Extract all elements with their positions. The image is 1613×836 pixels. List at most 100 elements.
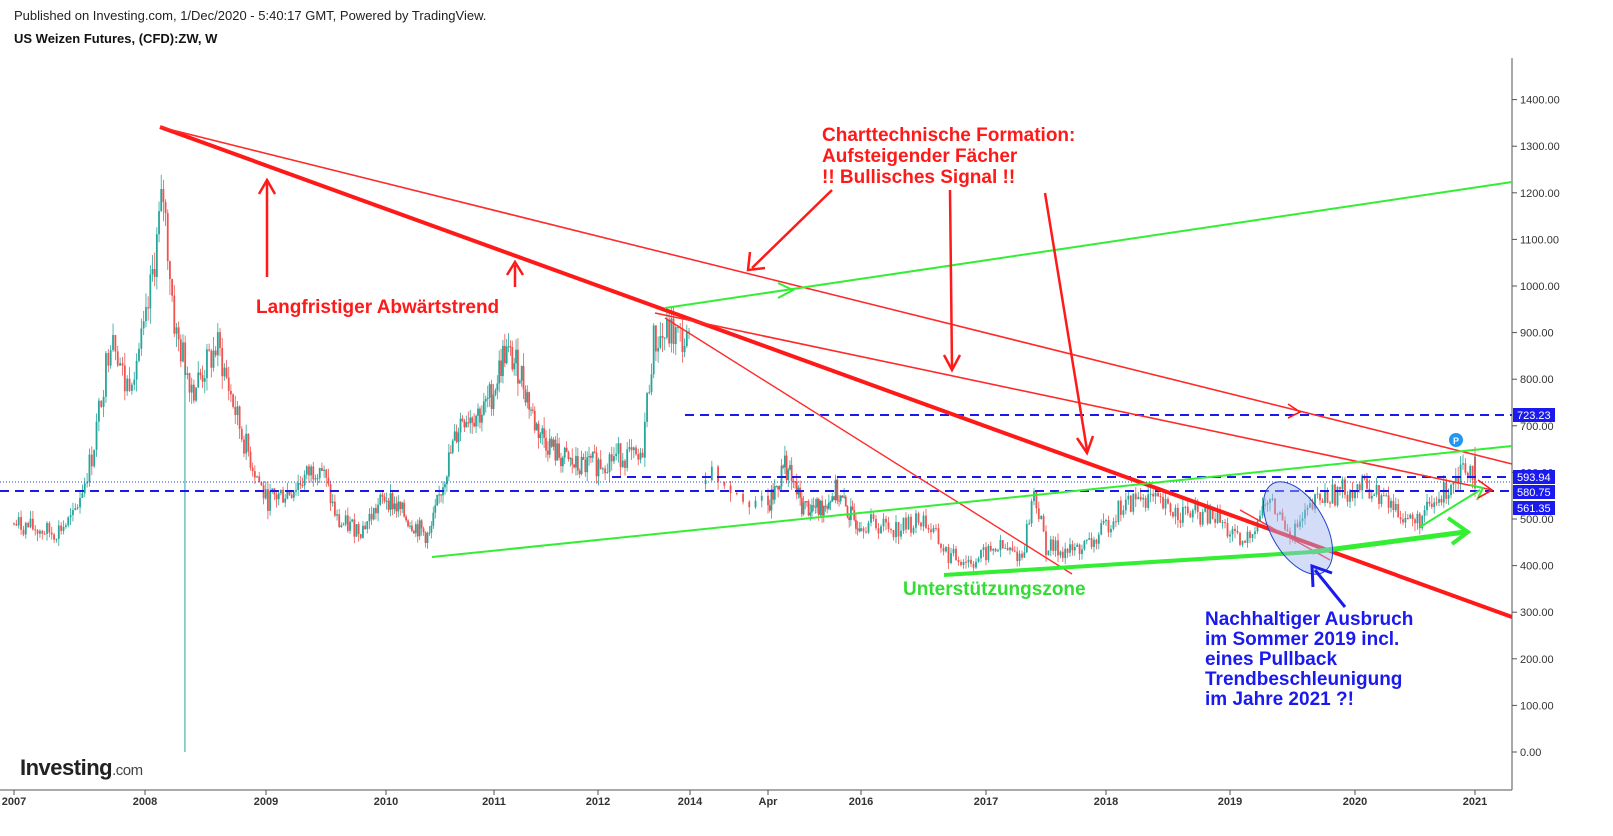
time-tick-label: 2021 [1463,796,1487,808]
candle-body [1167,498,1169,504]
candle-body [1134,493,1137,500]
candle-body [1466,472,1469,478]
candle-body [212,350,215,368]
candle-body [563,447,566,458]
candle-body [351,519,354,522]
candle-body [635,447,637,455]
candle-body [967,559,970,563]
candle-body [279,489,282,494]
candle-body [1093,539,1095,547]
candle-body [230,390,232,395]
candle-body [1119,500,1122,515]
candle-body [83,483,86,494]
candle-body [1440,498,1443,503]
candle-body [822,505,825,516]
candle-body [216,332,219,356]
candle-body [805,501,808,503]
candle-body [865,531,867,533]
marker-badge[interactable] [1449,433,1463,447]
candle-body [723,481,726,486]
candle-body [942,547,945,552]
blue-annotation-arrowhead [1310,563,1333,588]
candle-body [169,261,171,280]
candle-body [575,456,577,468]
candle-body [383,496,386,502]
candle-body [1181,506,1184,523]
candle-body [821,500,824,516]
candle-body [615,453,618,457]
candle-body [853,510,856,520]
candle-body [507,346,510,348]
candle-body [135,360,138,380]
candle-body [1361,475,1364,491]
candle-body [158,211,160,235]
candle-body [578,470,581,475]
candle-body [416,524,419,537]
candle-body [509,346,512,348]
candle-body [1204,507,1207,512]
candle-body [97,400,100,422]
candle-body [1264,504,1266,506]
candle-body [816,498,818,508]
candle-body [935,527,937,529]
candle-body [133,379,136,385]
time-tick-label: 2017 [974,796,998,808]
candle-body [1006,547,1009,551]
candle-body [57,525,60,539]
candle-body [554,439,557,461]
support-zone-line [943,550,1313,577]
breakout-label-line4: Trendbeschleunigung [1205,669,1402,690]
candle-body [1274,498,1276,515]
candle-body [1474,480,1476,489]
candle-body [624,460,626,468]
candle-body [685,332,688,347]
formation-label-line3: !! Bullisches Signal !! [822,167,1015,188]
candle-body [116,351,119,366]
candle-body [105,353,107,397]
candle-body [492,394,495,409]
candle-body [414,524,417,534]
candle-body [1435,502,1438,504]
candle-body [674,327,677,344]
candle-body [1149,493,1152,495]
candle-body [100,400,103,407]
candle-body [389,493,392,510]
candle-body [175,327,178,334]
candle-body [206,349,208,379]
candle-body [164,202,167,214]
candle-body [149,274,152,309]
candle-body [375,507,377,514]
candle-body [872,514,875,519]
price-tick-label: 1100.00 [1520,234,1559,246]
candle-body [186,373,189,375]
candle-body [284,498,287,503]
candle-body [1450,484,1452,496]
candle-body [875,518,877,529]
candle-body [912,527,915,533]
candle-body [267,489,269,511]
green-fan-upper [664,181,1513,309]
candle-body [1442,482,1445,503]
candle-body [972,563,975,568]
candle-body [1083,540,1086,550]
candle-body [985,547,987,561]
candle-body [436,494,439,506]
candle-body [471,417,474,423]
candle-body [179,339,182,362]
candle-body [1157,492,1159,497]
red-arrows [257,177,1494,499]
candle-body [13,523,15,525]
candle-body [1241,540,1244,545]
candle-body [114,334,117,352]
candle-body [1469,465,1472,478]
candle-body [1314,494,1316,510]
candle-body [27,522,30,528]
candle-body [475,415,477,427]
green-fan-middle [431,445,1513,558]
candle-body [39,530,41,534]
candle-body [203,378,206,382]
candle-body [915,513,917,528]
candle-body [219,332,221,349]
candle-body [1159,496,1162,498]
